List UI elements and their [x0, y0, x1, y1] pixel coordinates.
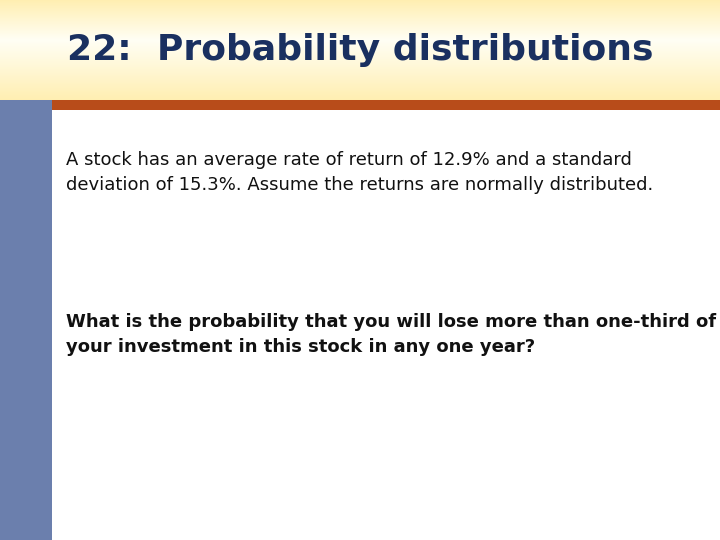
Text: What is the probability that you will lose more than one-third of
your investmen: What is the probability that you will lo… [66, 313, 716, 356]
Bar [52, 100, 720, 110]
Text: A stock has an average rate of return of 12.9% and a standard
deviation of 15.3%: A stock has an average rate of return of… [66, 151, 654, 194]
Bar [0, 0, 52, 540]
Text: 22:  Probability distributions: 22: Probability distributions [67, 33, 653, 67]
